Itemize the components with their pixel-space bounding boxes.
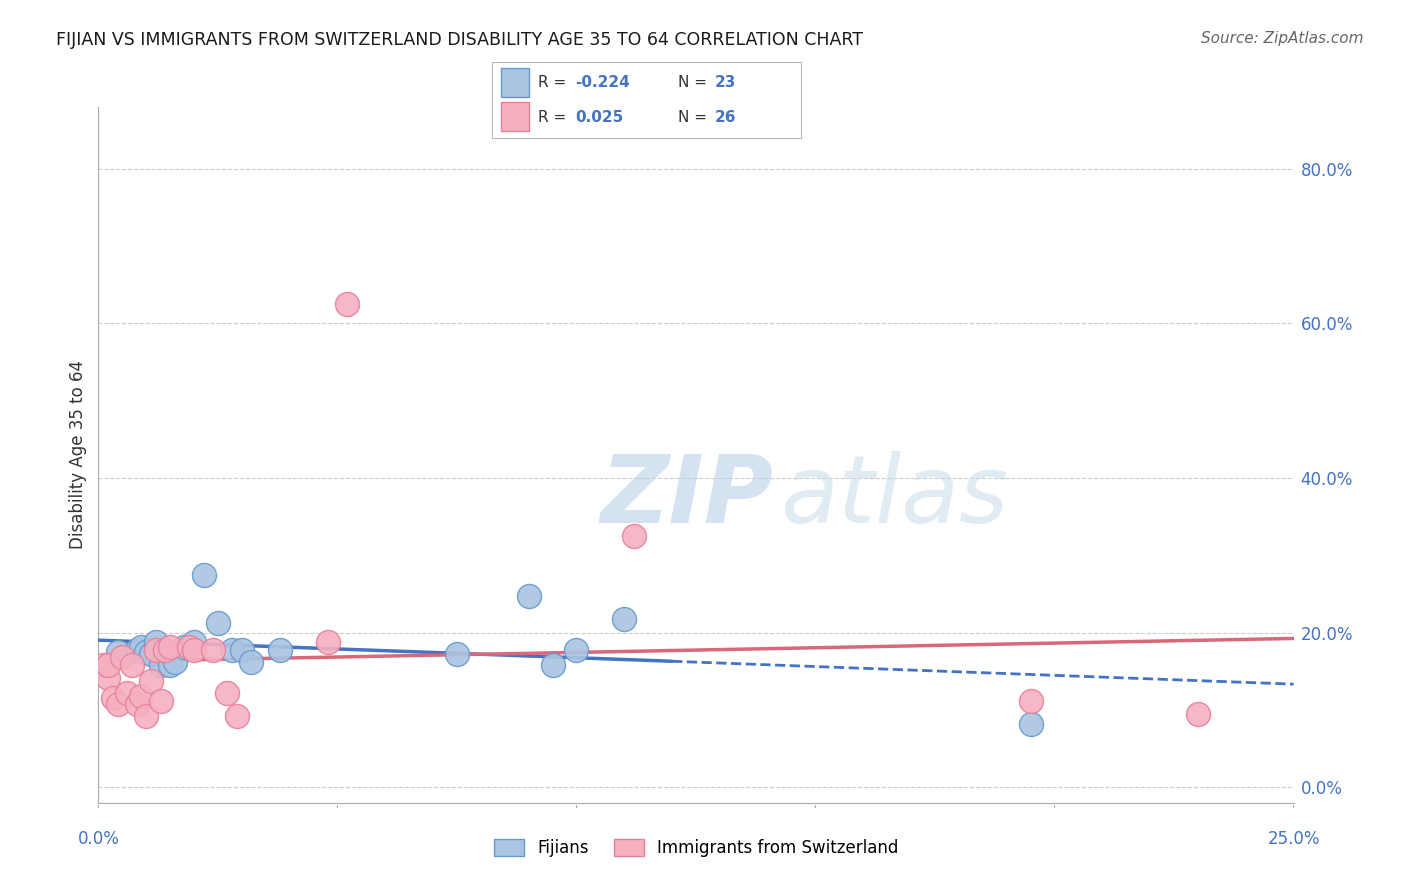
Point bbox=[121, 658, 143, 673]
Point bbox=[97, 671, 120, 685]
Point bbox=[135, 645, 157, 659]
Point bbox=[179, 640, 201, 654]
Point bbox=[221, 642, 243, 657]
Text: -0.224: -0.224 bbox=[575, 75, 630, 90]
Point bbox=[139, 648, 162, 662]
Point bbox=[613, 612, 636, 626]
Point bbox=[145, 635, 167, 649]
Point bbox=[115, 686, 138, 700]
Point bbox=[101, 691, 124, 706]
Point bbox=[316, 635, 339, 649]
Point bbox=[517, 589, 540, 603]
Point bbox=[131, 689, 153, 703]
Text: R =: R = bbox=[538, 75, 567, 90]
Point bbox=[107, 645, 129, 659]
Point bbox=[240, 655, 263, 669]
Point bbox=[163, 655, 186, 669]
Point bbox=[145, 642, 167, 657]
Text: 0.0%: 0.0% bbox=[77, 830, 120, 848]
Point bbox=[1187, 706, 1209, 721]
Point bbox=[231, 642, 253, 657]
Point bbox=[111, 650, 134, 665]
Point bbox=[565, 642, 588, 657]
Point bbox=[139, 673, 162, 688]
Point bbox=[155, 642, 177, 657]
Point bbox=[173, 640, 195, 654]
Point bbox=[159, 658, 181, 673]
Point bbox=[446, 648, 468, 662]
Text: 25.0%: 25.0% bbox=[1267, 830, 1320, 848]
Text: N =: N = bbox=[678, 110, 707, 125]
Point bbox=[107, 697, 129, 711]
Text: R =: R = bbox=[538, 110, 567, 125]
Point bbox=[149, 658, 172, 673]
Point bbox=[125, 642, 148, 657]
Point bbox=[207, 616, 229, 631]
Bar bbox=[502, 102, 529, 130]
Point bbox=[183, 642, 205, 657]
Point bbox=[97, 658, 120, 673]
Text: 23: 23 bbox=[714, 75, 737, 90]
Text: 26: 26 bbox=[714, 110, 737, 125]
Point bbox=[91, 658, 114, 673]
Point bbox=[159, 640, 181, 654]
Legend: Fijians, Immigrants from Switzerland: Fijians, Immigrants from Switzerland bbox=[486, 832, 905, 864]
Text: N =: N = bbox=[678, 75, 707, 90]
Bar bbox=[502, 68, 529, 96]
Point bbox=[623, 529, 645, 543]
Text: Source: ZipAtlas.com: Source: ZipAtlas.com bbox=[1201, 31, 1364, 46]
Point bbox=[217, 686, 239, 700]
Point bbox=[336, 297, 359, 311]
Point bbox=[1019, 694, 1042, 708]
Point bbox=[202, 642, 225, 657]
Text: ZIP: ZIP bbox=[600, 450, 773, 542]
Point bbox=[135, 709, 157, 723]
Point bbox=[183, 635, 205, 649]
Point bbox=[131, 640, 153, 654]
Point bbox=[1019, 717, 1042, 731]
Point bbox=[541, 658, 564, 673]
Y-axis label: Disability Age 35 to 64: Disability Age 35 to 64 bbox=[69, 360, 87, 549]
Point bbox=[226, 709, 249, 723]
Point bbox=[193, 567, 215, 582]
Text: FIJIAN VS IMMIGRANTS FROM SWITZERLAND DISABILITY AGE 35 TO 64 CORRELATION CHART: FIJIAN VS IMMIGRANTS FROM SWITZERLAND DI… bbox=[56, 31, 863, 49]
Point bbox=[269, 642, 291, 657]
Point bbox=[149, 694, 172, 708]
Text: atlas: atlas bbox=[779, 451, 1008, 542]
Point bbox=[125, 697, 148, 711]
Text: 0.025: 0.025 bbox=[575, 110, 624, 125]
